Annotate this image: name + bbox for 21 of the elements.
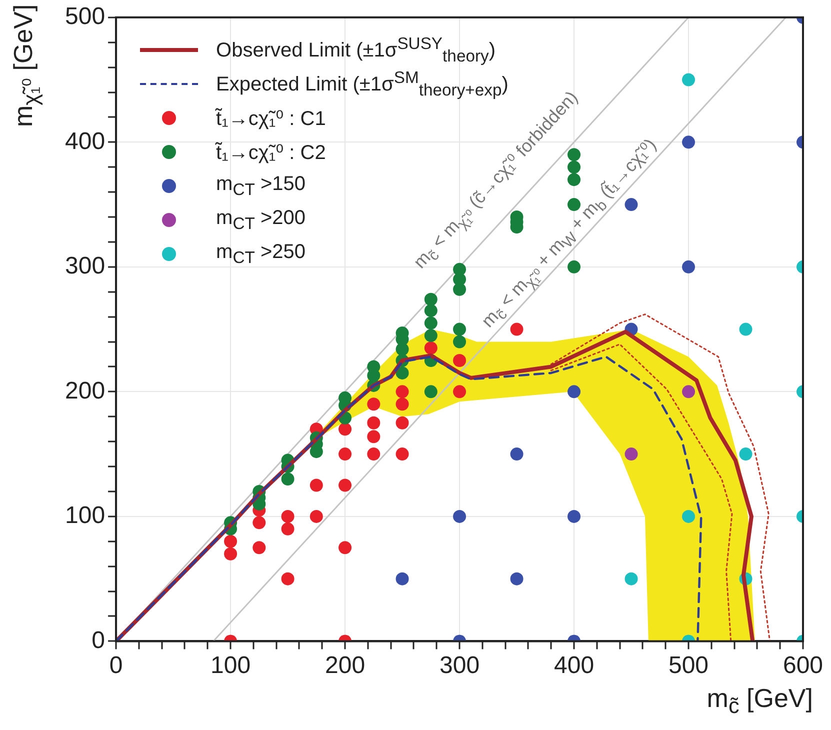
legend-label: Expected Limit (±1σ$^{SM}$$_{theory+exp}$) (216, 68, 508, 101)
legend-label: t̃₁→cχ̃₁⁰ : C2 (216, 140, 326, 165)
x-tick-label: 100 (210, 652, 251, 680)
y-tick-label: 200 (64, 377, 106, 404)
y-tick-label: 0 (92, 626, 106, 654)
y-tick-label: 500 (64, 3, 106, 30)
x-tick-label: 0 (109, 652, 123, 680)
legend-label: t̃₁→cχ̃₁⁰ : C1 (216, 106, 326, 131)
x-tick-label: 300 (440, 652, 480, 680)
y-tick-label: 100 (64, 502, 106, 530)
legend-label: m$_{CT}$ >200 (216, 206, 306, 234)
y-tick-label: 400 (64, 128, 106, 155)
x-tick-label: 500 (668, 652, 709, 680)
x-axis-title: m$_{c̃}$ [GeV] (706, 683, 813, 720)
legend-label: m$_{CT}$ >150 (216, 172, 306, 200)
y-tick-label: 300 (64, 252, 106, 280)
x-tick-label: 200 (325, 652, 366, 680)
legend-label: m$_{CT}$ >250 (216, 240, 306, 268)
x-tick-label: 400 (554, 652, 594, 680)
legend-label: Observed Limit (±1σ$^{SUSY}$$_{theory}$) (216, 34, 496, 67)
x-tick-label: 600 (782, 652, 824, 680)
